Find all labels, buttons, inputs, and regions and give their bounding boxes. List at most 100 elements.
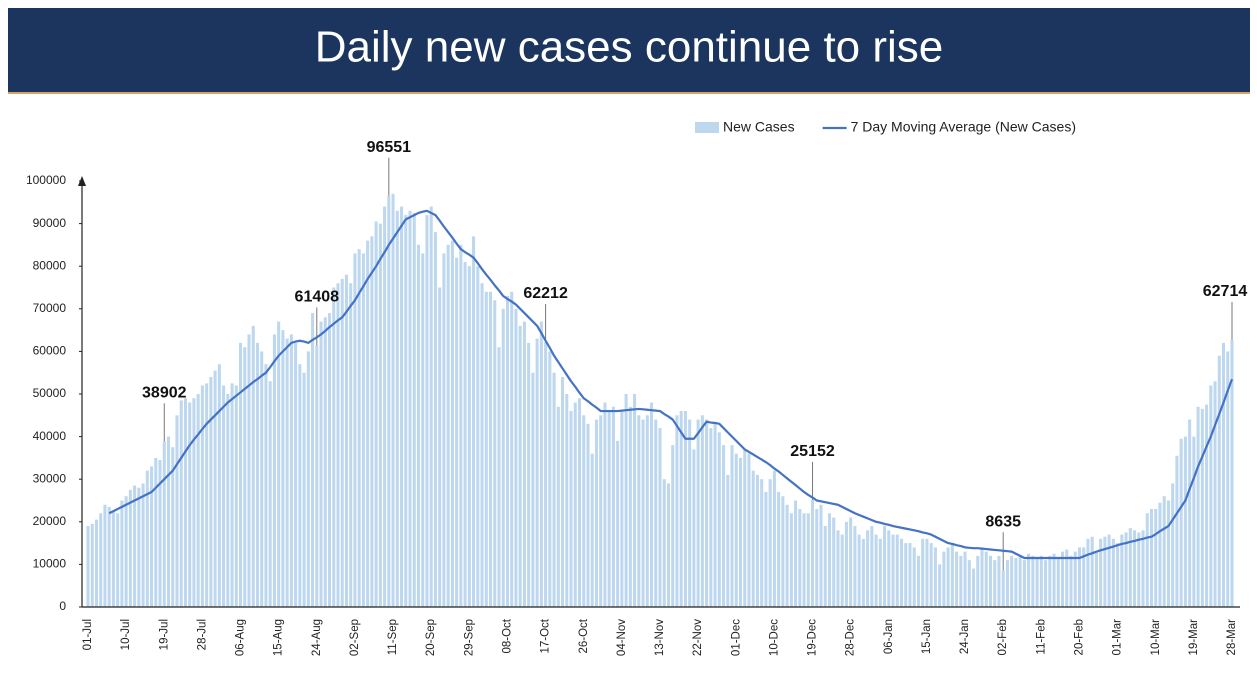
x-tick-label: 19-Jul: [158, 619, 170, 650]
bar: [247, 334, 251, 607]
bar: [844, 521, 848, 607]
bar: [556, 406, 560, 607]
bar: [1099, 538, 1103, 607]
bar: [166, 436, 171, 607]
bar: [1120, 534, 1124, 607]
bar: [815, 509, 819, 607]
bar: [493, 300, 497, 607]
bar: [1111, 538, 1115, 607]
bar: [1090, 536, 1094, 607]
bar: [679, 411, 683, 607]
x-tick-label: 28-Jul: [196, 619, 208, 650]
bar: [1039, 555, 1043, 607]
bar: [616, 440, 620, 607]
bar: [993, 560, 997, 607]
bar: [1018, 555, 1022, 607]
x-tick-label: 06-Aug: [235, 619, 247, 656]
bar: [501, 308, 505, 607]
bar: [294, 342, 298, 607]
bar: [552, 372, 556, 607]
bar: [154, 457, 158, 607]
bar: [213, 370, 217, 607]
bar: [234, 385, 238, 607]
bar: [1183, 436, 1187, 607]
bar: [1205, 404, 1209, 607]
bar: [1027, 553, 1031, 607]
bar: [959, 555, 963, 607]
bar: [870, 526, 874, 607]
bar: [569, 411, 573, 607]
bar: [662, 479, 666, 607]
bar: [467, 266, 471, 607]
x-tick-label: 15-Aug: [273, 619, 285, 656]
bar: [124, 496, 128, 607]
bar: [1052, 553, 1056, 607]
y-tick-label: 0: [59, 599, 66, 613]
bar: [544, 341, 548, 607]
bar: [849, 517, 853, 607]
y-tick-label: 80000: [33, 258, 67, 272]
bar: [239, 342, 243, 607]
bar: [933, 547, 937, 607]
bar: [832, 517, 836, 607]
bar: [395, 210, 399, 607]
bar: [103, 504, 107, 607]
bar: [255, 342, 260, 607]
data-label: 25152: [790, 443, 835, 460]
x-tick-label: 24-Jan: [959, 619, 971, 654]
bar: [412, 212, 416, 607]
data-label: 62212: [523, 285, 568, 302]
bar: [315, 345, 319, 607]
bar: [802, 513, 806, 607]
bar: [984, 551, 988, 607]
bar: [370, 236, 374, 607]
bar: [150, 466, 154, 607]
bar: [794, 500, 798, 607]
bar: [1162, 496, 1166, 607]
bar: [196, 394, 200, 607]
bar: [459, 244, 463, 607]
x-tick-label: 17-Oct: [540, 618, 552, 653]
bar: [611, 406, 615, 607]
bar: [768, 479, 772, 607]
banner-rule: [8, 92, 1250, 94]
bar: [1073, 551, 1077, 607]
bar: [332, 287, 336, 607]
bar: [421, 253, 425, 608]
bar: [510, 291, 514, 607]
bar: [175, 415, 179, 607]
bar: [217, 364, 221, 607]
bar: [908, 543, 912, 607]
bar: [666, 483, 670, 607]
bar: [1158, 502, 1162, 607]
bar: [1116, 543, 1120, 607]
x-tick-label: 13-Nov: [654, 619, 666, 656]
bar: [179, 400, 183, 607]
y-tick-label: 100000: [26, 173, 66, 187]
bar: [336, 283, 340, 607]
bar: [594, 419, 598, 607]
bar: [904, 543, 908, 607]
legend-label: 7 Day Moving Average (New Cases): [851, 119, 1076, 135]
bar: [887, 530, 891, 607]
moving-average-line: [108, 209, 1234, 560]
bar: [946, 547, 950, 607]
bar: [408, 210, 412, 607]
bar: [243, 347, 247, 607]
x-tick-label: 11-Feb: [1035, 619, 1047, 655]
bar: [111, 511, 115, 607]
bar: [811, 499, 815, 607]
bar: [916, 555, 920, 607]
x-tick-label: 26-Oct: [578, 618, 590, 653]
bar: [747, 453, 751, 607]
bar: [997, 555, 1001, 607]
x-tick-label: 20-Feb: [1073, 619, 1085, 655]
bar: [700, 415, 704, 607]
x-tick-label: 01-Mar: [1112, 619, 1124, 656]
bar: [738, 457, 743, 607]
bar: [654, 419, 658, 607]
legend-label: New Cases: [723, 119, 795, 135]
bar: [281, 330, 285, 607]
bar: [637, 415, 641, 607]
bar: [726, 474, 730, 607]
